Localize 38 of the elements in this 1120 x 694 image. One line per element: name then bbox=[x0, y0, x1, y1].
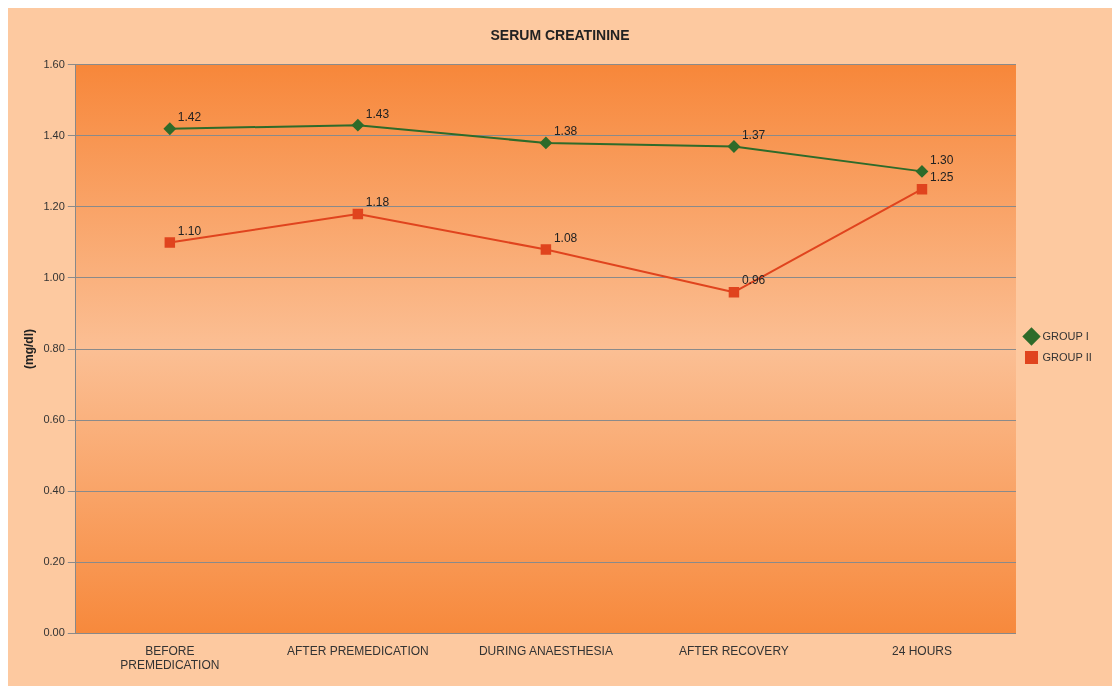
legend-label: GROUP I bbox=[1042, 329, 1089, 342]
data-label: 1.42 bbox=[177, 110, 202, 125]
data-label: 1.08 bbox=[553, 230, 578, 245]
x-tick-label: AFTER PREMEDICATION bbox=[286, 643, 429, 658]
data-label: 1.18 bbox=[365, 195, 390, 210]
data-label: 1.25 bbox=[929, 170, 954, 185]
point bbox=[540, 244, 552, 255]
x-tick-label: DURING ANAESTHESIA bbox=[478, 643, 613, 658]
point bbox=[916, 183, 928, 195]
data-label: 1.43 bbox=[365, 106, 390, 121]
chart-title: SERUM CREATININE bbox=[490, 27, 630, 44]
x-tick-label: 24 HOURS bbox=[891, 643, 952, 658]
y-tick-label: 0.20 bbox=[43, 555, 65, 568]
y-tick-label: 0.60 bbox=[43, 413, 65, 426]
y-tick-label: 1.40 bbox=[43, 128, 65, 141]
point bbox=[164, 237, 176, 248]
point bbox=[915, 165, 928, 178]
point bbox=[352, 208, 364, 220]
y-tick-label: 1.20 bbox=[43, 199, 65, 212]
point bbox=[728, 286, 740, 298]
data-label: 1.10 bbox=[177, 223, 202, 238]
data-label: 0.96 bbox=[741, 273, 766, 288]
data-label: 1.37 bbox=[741, 127, 766, 142]
legend-label: GROUP II bbox=[1042, 350, 1092, 363]
y-tick-label: 0.00 bbox=[43, 626, 65, 639]
y-tick-label: 1.00 bbox=[43, 270, 65, 283]
point bbox=[163, 122, 176, 135]
data-label: 1.30 bbox=[929, 152, 954, 167]
x-tick-label: BEFORE PREMEDICATION bbox=[120, 643, 220, 673]
y-tick-label: 0.80 bbox=[43, 342, 65, 355]
x-tick-label: AFTER RECOVERY bbox=[679, 643, 789, 658]
y-tick-label: 0.40 bbox=[43, 484, 65, 497]
point bbox=[351, 119, 364, 132]
data-label: 1.38 bbox=[553, 124, 578, 139]
point bbox=[727, 140, 740, 153]
y-axis-title: (mg/dl) bbox=[21, 329, 36, 369]
y-tick-label: 1.60 bbox=[43, 57, 65, 70]
point bbox=[539, 136, 552, 149]
